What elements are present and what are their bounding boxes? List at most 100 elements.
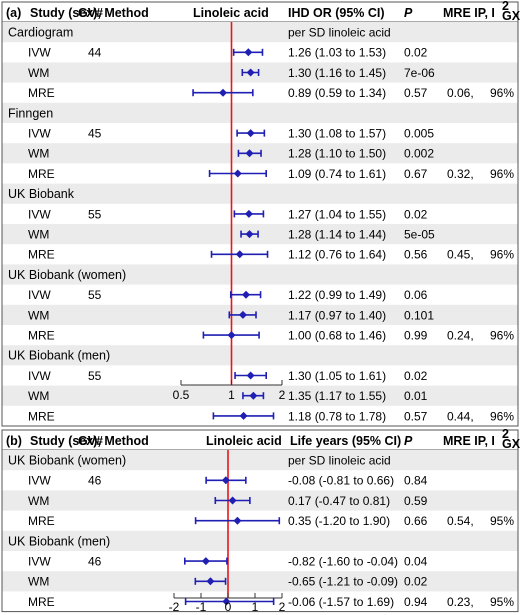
header-mre-ip-i2: MRE IP, I bbox=[443, 6, 495, 20]
p-value: 0.56 bbox=[404, 248, 428, 262]
x-tick-label: 0 bbox=[225, 600, 232, 614]
x-tick-label: -2 bbox=[169, 600, 180, 614]
mre-intercept-p: 0.32, bbox=[447, 167, 474, 181]
row-band bbox=[2, 224, 518, 245]
estimate-text: -0.08 (-0.81 to 0.66) bbox=[288, 474, 394, 488]
p-value: 0.84 bbox=[404, 474, 428, 488]
header-study: Study (sex), Method bbox=[30, 6, 149, 20]
method-label: MRE bbox=[28, 167, 55, 181]
point-estimate-marker bbox=[235, 250, 244, 259]
point-estimate-marker bbox=[228, 496, 237, 505]
method-label: WM bbox=[28, 308, 49, 322]
group-label: UK Biobank (men) bbox=[8, 349, 110, 363]
point-estimate-marker bbox=[246, 371, 255, 380]
estimate-text: 1.22 (0.99 to 1.49) bbox=[288, 288, 386, 302]
method-label: WM bbox=[28, 66, 49, 80]
p-value: 0.59 bbox=[404, 494, 428, 508]
point-estimate-marker bbox=[244, 209, 253, 218]
method-label: IVW bbox=[28, 46, 51, 60]
x-tick-label: 1 bbox=[228, 388, 235, 402]
header-exposure: Linoleic acid bbox=[206, 434, 282, 448]
mre-intercept-p: 0.45, bbox=[447, 248, 474, 262]
p-value: 0.01 bbox=[404, 389, 428, 403]
group-label: UK Biobank bbox=[8, 187, 75, 201]
p-value: 0.005 bbox=[404, 127, 434, 141]
method-label: MRE bbox=[28, 329, 55, 343]
row-band bbox=[2, 102, 518, 123]
estimate-text: 1.30 (1.08 to 1.57) bbox=[288, 127, 386, 141]
p-value: 7e-06 bbox=[404, 66, 435, 80]
header-i2-superscript: 2 bbox=[502, 0, 509, 13]
mre-intercept-p: 0.23, bbox=[447, 595, 474, 609]
point-estimate-marker bbox=[233, 169, 242, 178]
row-band bbox=[2, 450, 518, 471]
row-band bbox=[2, 62, 518, 83]
unit-note: per SD linoleic acid bbox=[288, 454, 391, 468]
group-label: Cardiogram bbox=[8, 26, 73, 40]
point-estimate-marker bbox=[249, 391, 258, 400]
point-estimate-marker bbox=[245, 230, 254, 239]
i2-value: 96% bbox=[490, 409, 514, 423]
p-value: 0.57 bbox=[404, 409, 428, 423]
p-value: 0.02 bbox=[404, 207, 428, 221]
i2-value: 96% bbox=[490, 86, 514, 100]
gv-count: 44 bbox=[88, 46, 102, 60]
x-tick-label: -1 bbox=[196, 600, 207, 614]
header-estimate: IHD OR (95% CI) bbox=[288, 6, 385, 20]
gv-count: 46 bbox=[88, 555, 102, 569]
estimate-text: 1.26 (1.03 to 1.53) bbox=[288, 46, 386, 60]
header-estimate: Life years (95% CI) bbox=[290, 434, 401, 448]
estimate-text: 1.18 (0.78 to 1.78) bbox=[288, 409, 386, 423]
header-study: Study (sex), Method bbox=[30, 434, 149, 448]
p-value: 0.06 bbox=[404, 288, 428, 302]
row-band bbox=[2, 264, 518, 285]
point-estimate-marker bbox=[201, 557, 210, 566]
gv-count: 55 bbox=[88, 369, 102, 383]
row-band bbox=[2, 183, 518, 204]
point-estimate-marker bbox=[244, 48, 253, 57]
i2-value: 95% bbox=[490, 595, 514, 609]
p-value: 0.02 bbox=[404, 369, 428, 383]
method-label: MRE bbox=[28, 514, 55, 528]
p-value: 0.002 bbox=[404, 147, 434, 161]
header-i2-subscript: GX bbox=[502, 9, 520, 23]
point-estimate-marker bbox=[246, 129, 255, 138]
gv-count: 45 bbox=[88, 127, 102, 141]
p-value: 0.57 bbox=[404, 86, 428, 100]
point-estimate-marker bbox=[246, 68, 255, 77]
i2-value: 96% bbox=[490, 248, 514, 262]
header-p: P bbox=[404, 6, 413, 20]
p-value: 0.04 bbox=[404, 555, 428, 569]
method-label: WM bbox=[28, 575, 49, 589]
gv-count: 46 bbox=[88, 474, 102, 488]
i2-value: 96% bbox=[490, 167, 514, 181]
estimate-text: 1.28 (1.14 to 1.44) bbox=[288, 228, 386, 242]
p-value: 0.99 bbox=[404, 329, 428, 343]
point-estimate-marker bbox=[206, 577, 215, 586]
point-estimate-marker bbox=[222, 597, 231, 606]
estimate-text: 0.35 (-1.20 to 1.90) bbox=[288, 514, 390, 528]
p-value: 0.94 bbox=[404, 595, 428, 609]
method-label: IVW bbox=[28, 555, 51, 569]
estimate-text: 1.35 (1.17 to 1.55) bbox=[288, 389, 386, 403]
mre-intercept-p: 0.24, bbox=[447, 329, 474, 343]
header-gv: GV# bbox=[78, 434, 103, 448]
method-label: WM bbox=[28, 228, 49, 242]
gv-count: 55 bbox=[88, 207, 102, 221]
p-value: 0.66 bbox=[404, 514, 428, 528]
x-tick-label: 0.5 bbox=[173, 388, 190, 402]
p-value: 0.67 bbox=[404, 167, 428, 181]
p-value: 0.02 bbox=[404, 575, 428, 589]
header-i2-subscript: GX bbox=[502, 437, 520, 451]
panel-label: (b) bbox=[6, 434, 22, 448]
point-estimate-marker bbox=[227, 331, 236, 340]
method-label: WM bbox=[28, 147, 49, 161]
estimate-text: 1.00 (0.68 to 1.46) bbox=[288, 329, 386, 343]
method-label: MRE bbox=[28, 409, 55, 423]
method-label: IVW bbox=[28, 207, 51, 221]
method-label: MRE bbox=[28, 595, 55, 609]
estimate-text: 0.89 (0.59 to 1.34) bbox=[288, 86, 386, 100]
point-estimate-marker bbox=[238, 310, 247, 319]
method-label: IVW bbox=[28, 474, 51, 488]
